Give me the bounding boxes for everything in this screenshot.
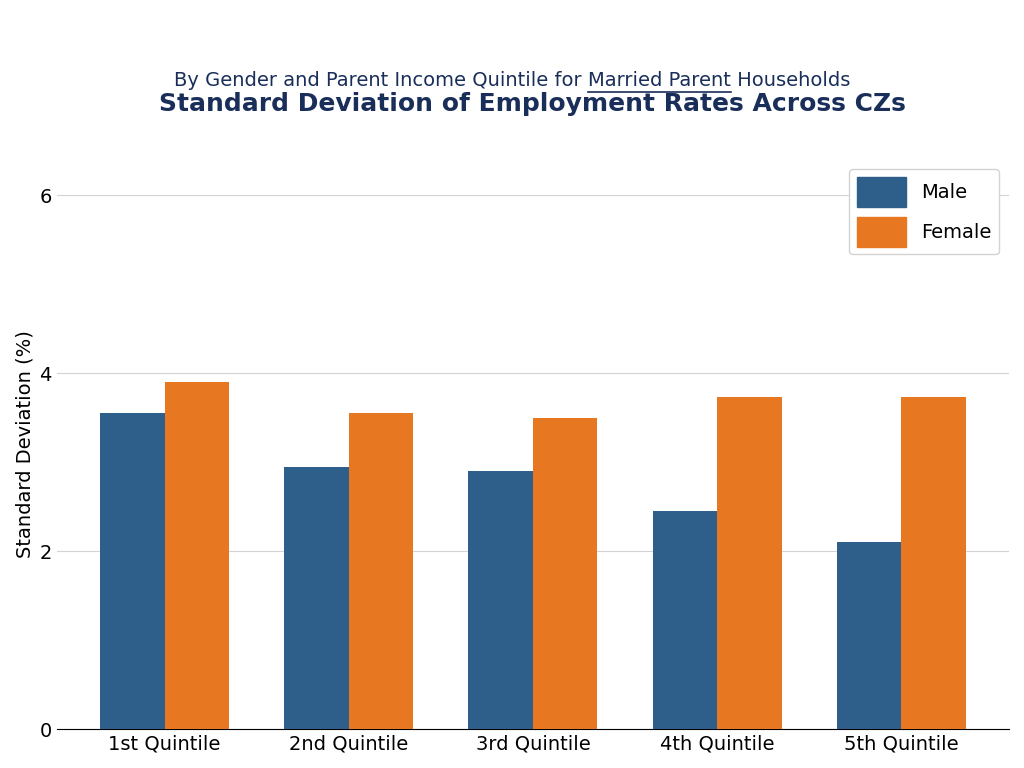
Bar <box>100 413 165 729</box>
Title: Standard Deviation of Employment Rates Across CZs: Standard Deviation of Employment Rates A… <box>160 92 906 116</box>
Bar <box>837 542 901 729</box>
Bar <box>285 466 349 729</box>
Text: Households: Households <box>731 71 850 90</box>
Bar <box>652 511 717 729</box>
Bar <box>468 471 532 729</box>
Text: Married Parent: Married Parent <box>588 71 731 90</box>
Bar <box>901 397 966 729</box>
Text: By Gender and Parent Income Quintile for: By Gender and Parent Income Quintile for <box>174 71 588 90</box>
Bar <box>717 397 781 729</box>
Bar <box>532 418 597 729</box>
Bar <box>165 382 229 729</box>
Bar <box>349 413 413 729</box>
Y-axis label: Standard Deviation (%): Standard Deviation (%) <box>15 330 34 558</box>
Legend: Male, Female: Male, Female <box>849 169 999 254</box>
